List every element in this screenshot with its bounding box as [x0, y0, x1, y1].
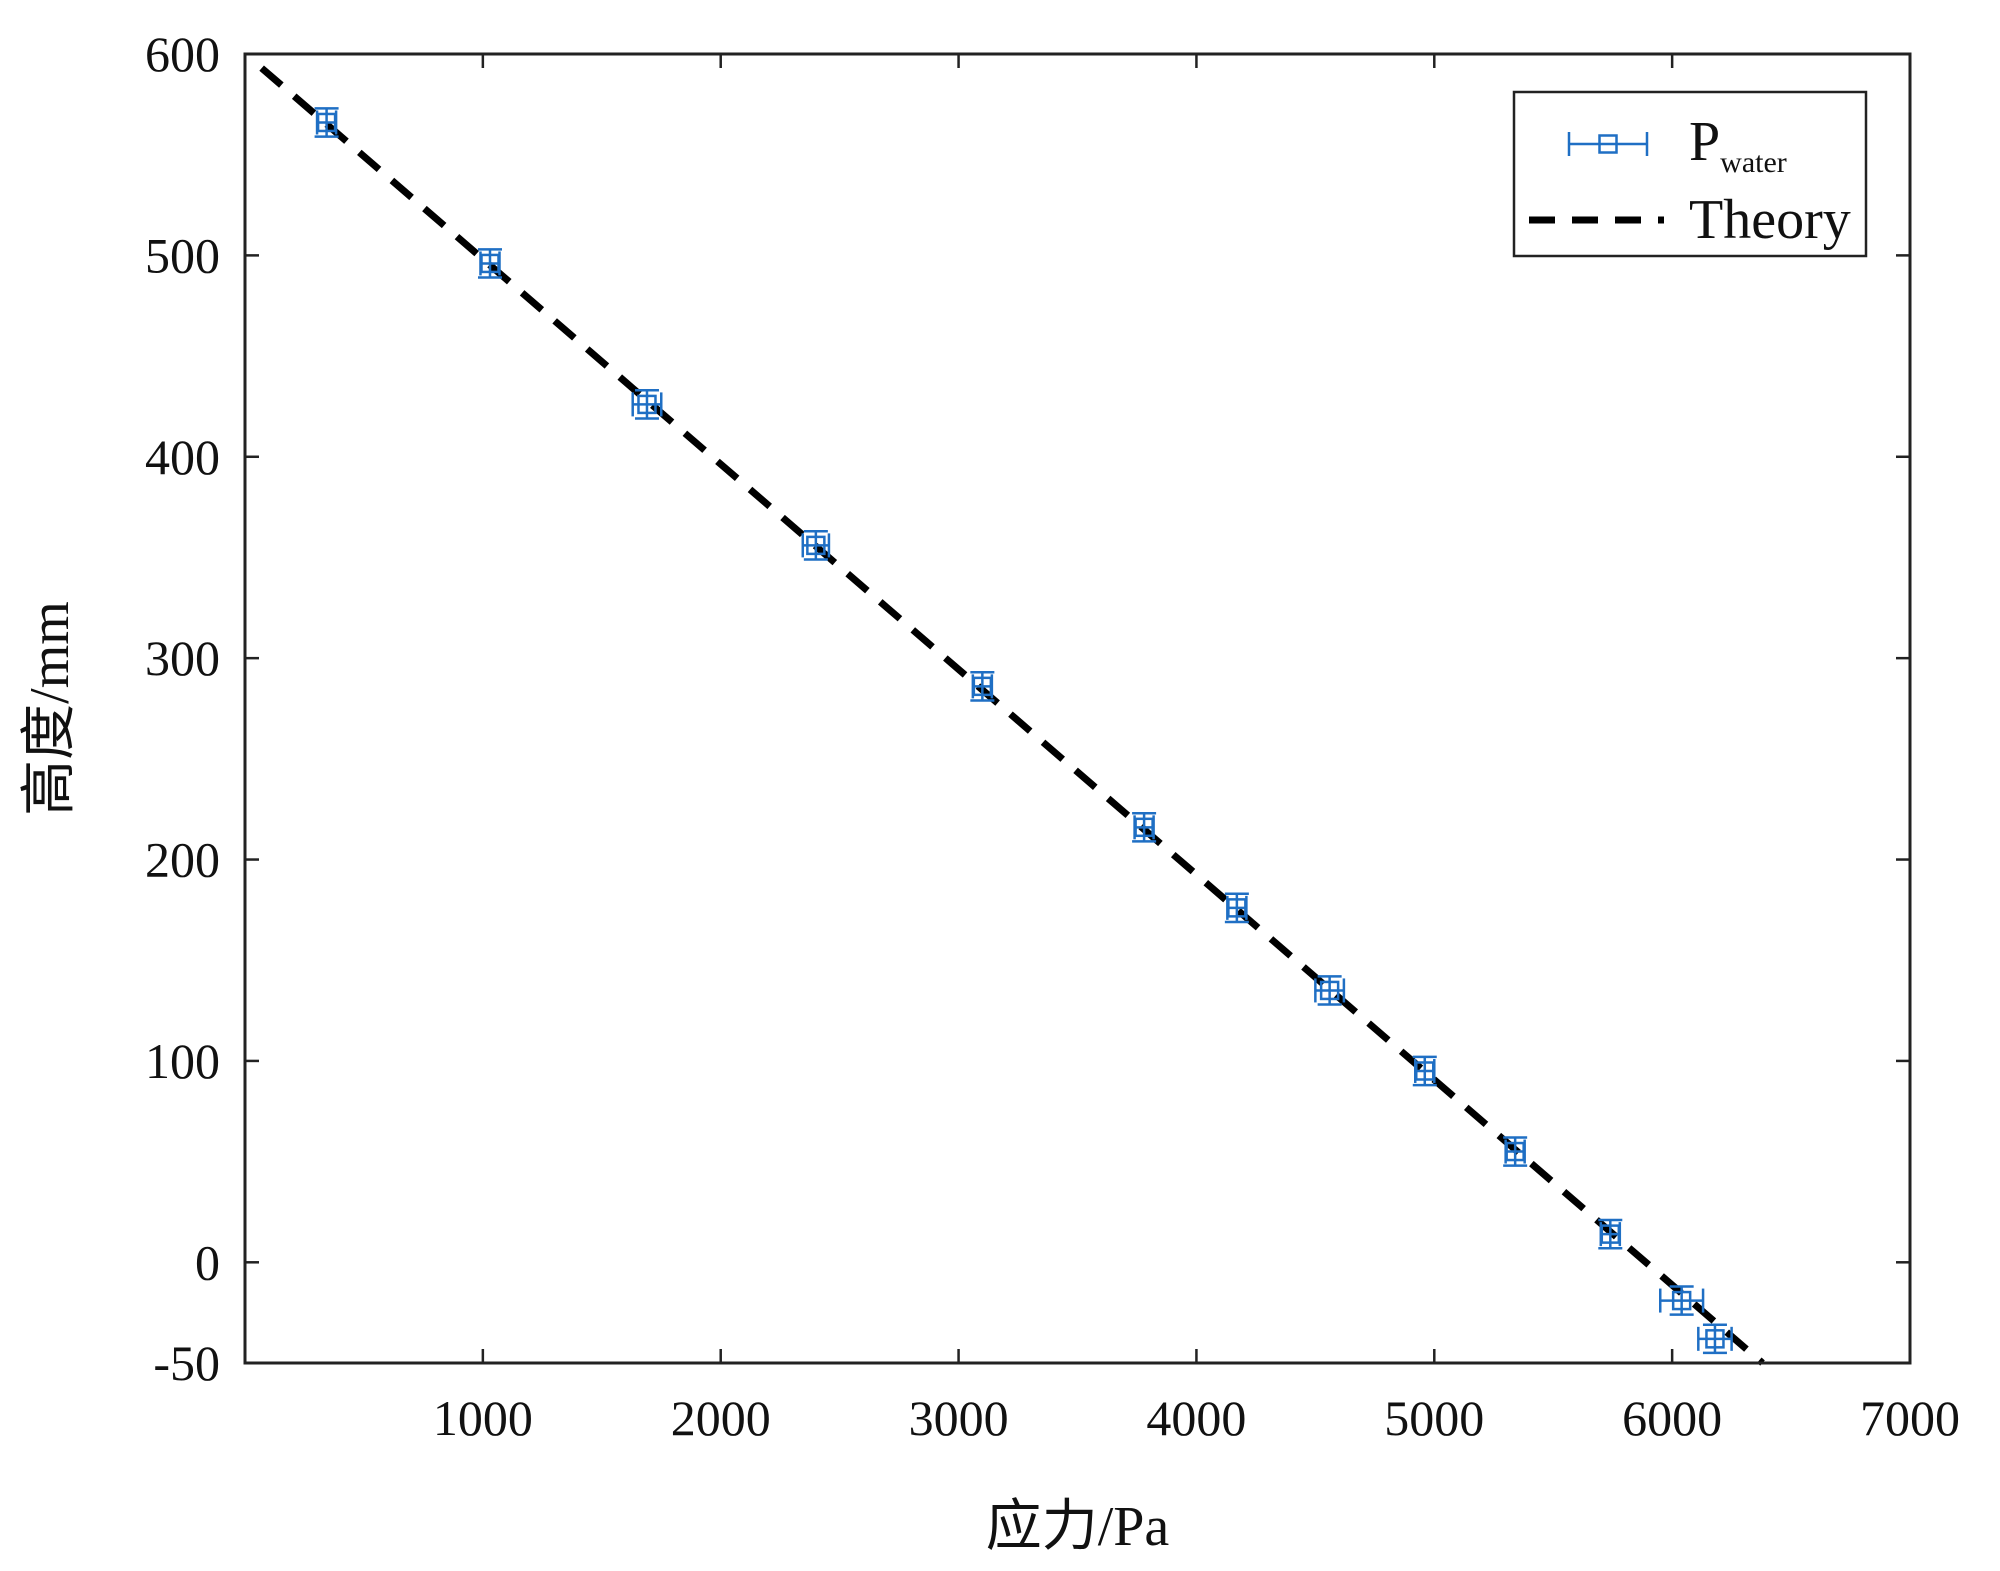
legend: Pwater Theory [1512, 90, 1868, 258]
data-point [1503, 1136, 1528, 1167]
square-marker [1227, 898, 1247, 918]
square-marker [1671, 1290, 1692, 1311]
legend-label-water: Pwater [1689, 111, 1787, 179]
data-point [477, 248, 502, 279]
y-axis-title: 高度/mm [19, 601, 81, 816]
square-marker [1134, 817, 1154, 838]
plot-frame [243, 52, 1912, 1365]
data-point [1412, 1055, 1437, 1087]
theory-line [259, 65, 1765, 1366]
data-point [970, 671, 995, 702]
square-marker [316, 112, 337, 133]
square-marker [806, 535, 826, 556]
square-marker [1505, 1141, 1525, 1162]
x-tick-label: 5000 [1384, 1390, 1484, 1446]
y-tick-label: 0 [195, 1234, 220, 1290]
data-layer [259, 65, 1765, 1366]
data-point [1314, 975, 1346, 1006]
x-tick-label: 4000 [1146, 1390, 1246, 1446]
x-tick-label: 2000 [671, 1390, 771, 1446]
x-tick-label: 6000 [1622, 1390, 1722, 1446]
data-point [1224, 892, 1249, 924]
legend-square-marker [1598, 134, 1618, 154]
data-point [1132, 811, 1157, 843]
y-tick-label: 500 [145, 227, 220, 283]
data-point [1697, 1323, 1733, 1355]
data-point [314, 107, 339, 138]
legend-errorbar-marker [1567, 132, 1649, 156]
data-point [1659, 1285, 1705, 1316]
data-point [801, 530, 831, 561]
data-point [1598, 1218, 1623, 1250]
legend-label-water-main: P [1689, 111, 1720, 173]
ticks-layer [245, 52, 1912, 1365]
tick-labels-layer: 1000 2000 3000 4000 5000 6000 7000 -50 0 100 200 30… [145, 26, 1960, 1446]
square-marker [972, 676, 993, 697]
square-marker [1600, 1224, 1621, 1244]
legend-label-theory: Theory [1689, 189, 1851, 251]
legend-label-water-subscript: water [1720, 146, 1787, 179]
y-tick-label: 400 [145, 429, 220, 485]
y-tick-label: 100 [145, 1033, 220, 1089]
x-axis-title: 应力/Pa [986, 1496, 1170, 1558]
y-tick-label: 600 [145, 26, 220, 82]
x-tick-label: 7000 [1860, 1390, 1960, 1446]
y-tick-label: -50 [153, 1335, 220, 1391]
square-marker [637, 394, 657, 415]
square-marker [1319, 980, 1340, 1001]
square-marker [1415, 1061, 1435, 1081]
legend-box [1512, 90, 1868, 258]
y-tick-label: 300 [145, 630, 220, 686]
square-marker [480, 253, 500, 274]
x-tick-label: 3000 [909, 1390, 1009, 1446]
data-point [631, 389, 663, 420]
y-tick-label: 200 [145, 832, 220, 888]
x-tick-label: 1000 [433, 1390, 533, 1446]
square-marker [1705, 1329, 1725, 1349]
